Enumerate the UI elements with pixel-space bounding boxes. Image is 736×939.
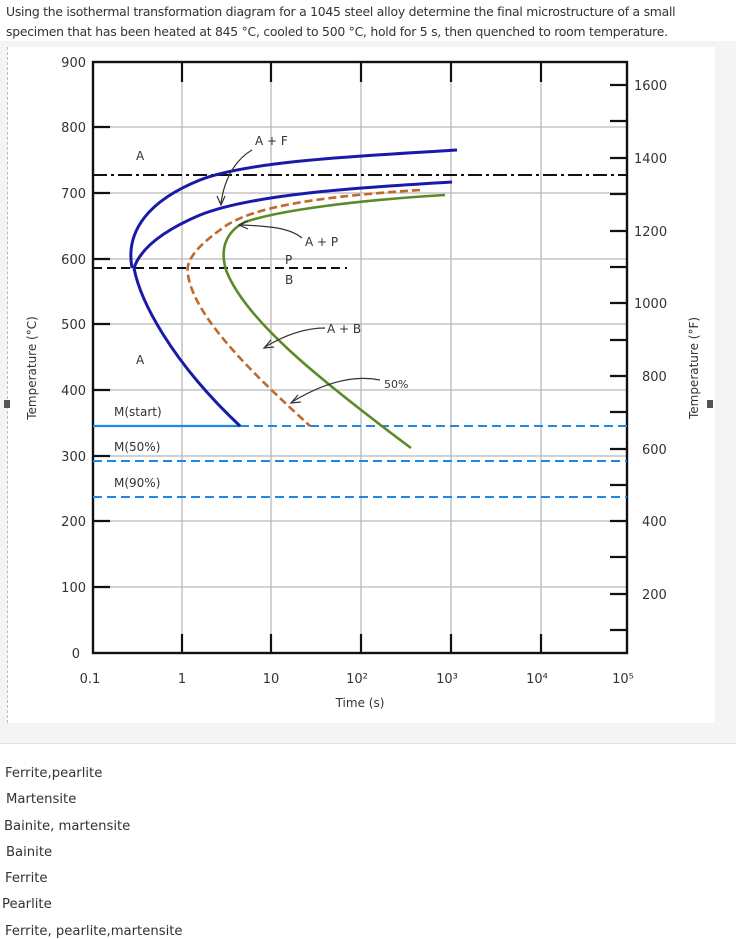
svg-text:100: 100 (61, 581, 86, 596)
answer-option-ferrite-pearlite[interactable]: Ferrite,pearlite (5, 766, 103, 781)
ap-arrow (239, 224, 303, 239)
answer-option-ferrite-pearlite-martensite[interactable]: Ferrite, pearlite,martensite (5, 924, 183, 939)
question-text: Using the isothermal transformation diag… (6, 4, 676, 39)
svg-text:10⁵: 10⁵ (612, 672, 634, 687)
region-label-p: P (285, 253, 292, 267)
transformation-start-curve (132, 180, 453, 428)
svg-text:10⁴: 10⁴ (526, 672, 548, 687)
y-left-tick-labels: 900 800 700 600 500 400 300 200 100 0 (61, 56, 86, 662)
svg-text:800: 800 (642, 370, 667, 385)
svg-text:1: 1 (178, 672, 186, 687)
ab-arrow (264, 327, 326, 348)
svg-text:1200: 1200 (634, 225, 667, 240)
y-right-ticks (610, 83, 627, 632)
svg-text:1600: 1600 (634, 79, 667, 94)
answer-option-ferrite[interactable]: Ferrite (5, 871, 48, 886)
answer-option-pearlite[interactable]: Pearlite (2, 897, 52, 912)
svg-text:0: 0 (72, 647, 80, 662)
resize-handle-right[interactable] (707, 400, 713, 408)
region-label-a-low: A (136, 353, 145, 367)
pct50-arrow (291, 377, 381, 403)
answer-option-martensite[interactable]: Martensite (6, 792, 77, 807)
plot-frame (91, 60, 629, 655)
region-label-b: B (285, 273, 293, 287)
region-label-a-top: A (136, 149, 145, 163)
grid (93, 62, 627, 653)
svg-text:600: 600 (642, 443, 667, 458)
x-ticks (180, 62, 543, 653)
transformation-50pct-curve (186, 188, 421, 427)
y-left-axis-title: Temperature (°C) (25, 316, 39, 421)
label-m-90: M(90%) (114, 476, 160, 490)
svg-text:600: 600 (61, 253, 86, 268)
label-50pct: 50% (384, 378, 408, 391)
svg-text:700: 700 (61, 187, 86, 202)
svg-text:400: 400 (61, 384, 86, 399)
y-right-axis-title: Temperature (°F) (687, 317, 701, 420)
af-arrow (220, 149, 253, 204)
answer-option-bainite-martensite[interactable]: Bainite, martensite (4, 819, 131, 834)
svg-text:500: 500 (61, 318, 86, 333)
svg-text:300: 300 (61, 450, 86, 465)
label-m-start: M(start) (114, 405, 162, 419)
x-axis-title: Time (s) (335, 696, 385, 710)
y-left-ticks (93, 125, 110, 589)
ttt-diagram: A A + F A + P P B A + B A 50% M(start) M… (25, 56, 701, 710)
svg-text:900: 900 (61, 56, 86, 71)
svg-text:200: 200 (642, 588, 667, 603)
svg-text:10³: 10³ (436, 672, 458, 687)
region-label-af: A + F (255, 134, 288, 148)
transformation-finish-curve (222, 193, 446, 450)
answer-option-bainite[interactable]: Bainite (6, 845, 53, 860)
svg-text:800: 800 (61, 121, 86, 136)
svg-text:1000: 1000 (634, 297, 667, 312)
svg-text:400: 400 (642, 515, 667, 530)
y-right-tick-labels: 1600 1400 1200 1000 800 600 400 200 (634, 79, 667, 603)
svg-text:10²: 10² (346, 672, 368, 687)
region-label-ab: A + B (327, 322, 361, 336)
ferrite-start-curve (129, 148, 458, 269)
region-label-ap: A + P (305, 235, 338, 249)
resize-handle-left[interactable] (4, 400, 10, 408)
svg-text:0.1: 0.1 (80, 672, 101, 687)
svg-text:1400: 1400 (634, 152, 667, 167)
x-tick-labels: 0.1 1 10 10² 10³ 10⁴ 10⁵ (80, 672, 634, 687)
svg-text:200: 200 (61, 515, 86, 530)
svg-text:10: 10 (263, 672, 280, 687)
label-m-50: M(50%) (114, 440, 160, 454)
